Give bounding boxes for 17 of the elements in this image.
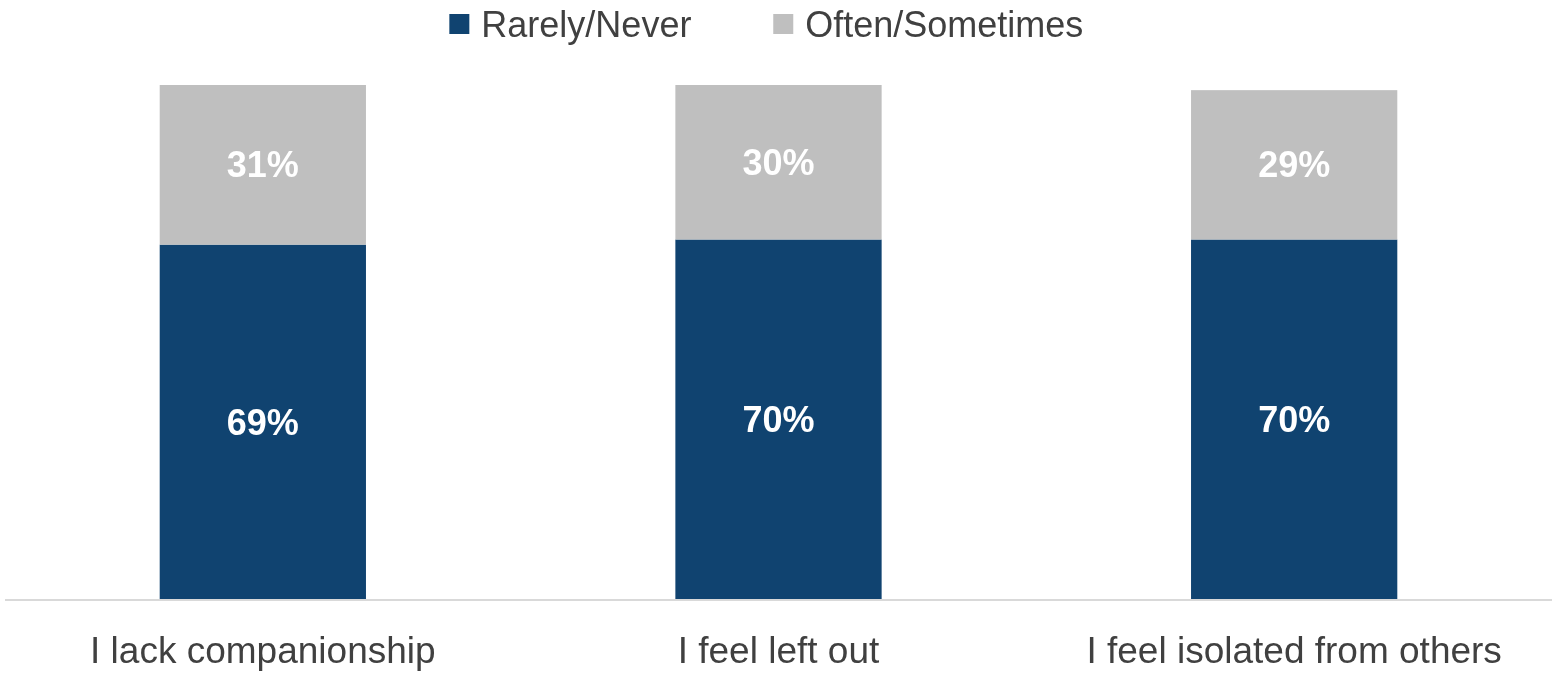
data-label: 70% (1258, 399, 1331, 441)
bar (159, 244, 366, 600)
data-label: 29% (1258, 144, 1331, 186)
x-tick-label: I lack companionship (90, 630, 436, 671)
x-tick-label: I feel isolated from others (1086, 630, 1502, 671)
data-label: 70% (742, 399, 815, 441)
data-label: 31% (226, 144, 299, 186)
bar (675, 85, 882, 240)
data-label: 30% (742, 141, 815, 183)
data-label: 69% (226, 401, 299, 443)
bar (1191, 90, 1398, 240)
bar (159, 85, 366, 245)
bar (1191, 239, 1398, 600)
legend-label: Rarely/Never (481, 3, 692, 45)
x-tick-label: I feel left out (677, 630, 880, 671)
bar (675, 239, 882, 600)
legend-label: Often/Sometimes (805, 3, 1084, 45)
